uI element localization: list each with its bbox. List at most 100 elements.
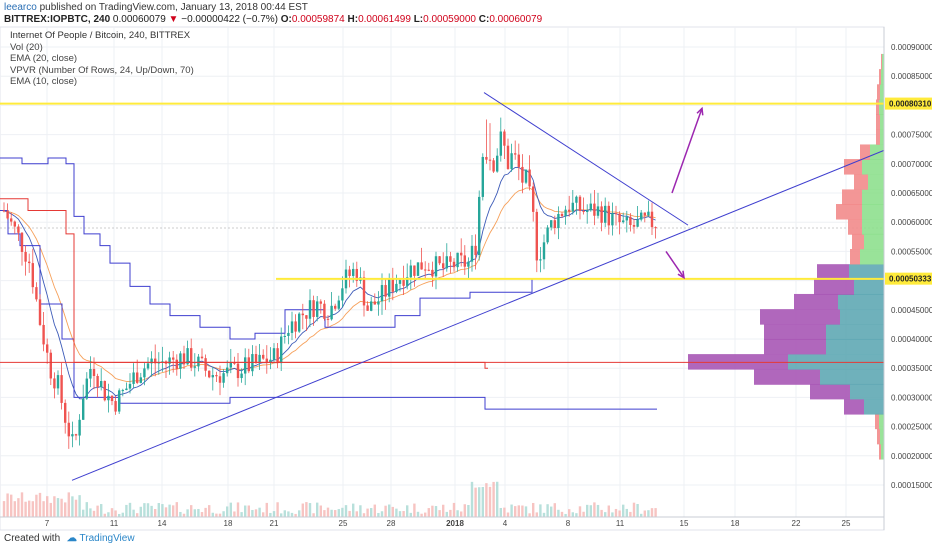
candle-body [71, 434, 74, 437]
candle-body [13, 221, 16, 227]
volume-bar [586, 504, 589, 517]
x-tick-label: 15 [680, 519, 689, 528]
volume-bar [589, 505, 592, 517]
candle-body [312, 300, 315, 317]
candle-body [528, 169, 531, 187]
volume-bar [175, 502, 178, 517]
candle-body [467, 261, 470, 267]
y-tick-label: 0.00065000 [891, 189, 932, 198]
volume-bar [341, 507, 344, 517]
vpvr-up-bar [868, 174, 884, 190]
volume-bar [244, 505, 247, 517]
candle-body [391, 279, 394, 292]
volume-bar [92, 510, 96, 517]
candle-body [35, 287, 38, 300]
candle-body [20, 232, 24, 252]
legend-item-ema10[interactable]: EMA (10, close) [10, 76, 78, 87]
candle-body [478, 196, 481, 256]
legend-item-vol[interactable]: Vol (20) [10, 41, 43, 53]
volume-bar [503, 507, 506, 517]
candle-body [535, 211, 538, 261]
candle-body [582, 210, 585, 213]
volume-bar [496, 481, 499, 517]
candle-body [197, 356, 200, 367]
volume-bar [272, 511, 276, 517]
volume-bar [460, 511, 463, 517]
volume-bar [269, 512, 272, 517]
x-axis[interactable]: 7 11 14 18 21 25 28 2018 4 8 11 15 18 22 25 [0, 516, 884, 528]
candle-body [290, 321, 294, 333]
candle-body [510, 153, 513, 169]
candle-body [550, 220, 553, 228]
volume-bar [388, 504, 391, 517]
candle-body [190, 348, 193, 368]
volume-bar [564, 513, 567, 517]
volume-bar [161, 504, 164, 517]
volume-bar [413, 503, 416, 517]
volume-bar [420, 513, 423, 517]
volume-bar [618, 510, 621, 517]
candle-body [485, 156, 488, 160]
vpvr-up-bar [862, 159, 884, 175]
candle-body [377, 301, 380, 305]
volume-bar [103, 513, 106, 517]
volume-bar [74, 499, 78, 517]
volume-bar [125, 504, 128, 517]
volume-bar [280, 513, 283, 517]
candle-body [481, 156, 484, 197]
legend-item-vpvr[interactable]: VPVR (Number Of Rows, 24, Up/Down, 70) [10, 64, 194, 76]
volume-bar [182, 513, 186, 517]
vpvr-up-bar [820, 369, 884, 385]
candle-body [168, 357, 171, 364]
volume-bar [323, 510, 326, 517]
author-link[interactable]: leearco [4, 2, 37, 13]
candle-body [600, 206, 603, 223]
legend-item-ema20[interactable]: EMA (20, close) [10, 53, 78, 64]
candle-body [607, 205, 610, 226]
candle-body [445, 256, 448, 269]
candle-body [179, 353, 182, 369]
candle-body [125, 388, 128, 391]
candle-body [316, 301, 319, 317]
candle-body [330, 305, 333, 320]
candle-body [604, 205, 607, 223]
candle-body [362, 277, 366, 306]
candle-body [132, 372, 135, 384]
candle-body [503, 131, 506, 146]
volume-bar [240, 512, 243, 517]
volume-bar [488, 486, 492, 517]
volume-bar [452, 502, 456, 517]
volume-bar [254, 509, 258, 517]
volume-bar [150, 505, 153, 517]
volume-bar [283, 510, 286, 517]
volume-bar [506, 512, 510, 517]
volume-bar [294, 513, 297, 517]
tradingview-logo-icon[interactable]: ☁ [66, 533, 77, 544]
candle-body [298, 313, 301, 332]
volume-bar [391, 506, 394, 517]
volume-bar [510, 504, 513, 517]
y-tick-label: 0.00035000 [891, 364, 932, 373]
volume-bar [290, 512, 294, 517]
vpvr-profile [688, 53, 884, 460]
volume-bar [229, 502, 232, 517]
open-label: O: [280, 14, 292, 25]
candle-body [492, 160, 495, 172]
volume-bar [298, 510, 301, 517]
x-tick-label: 11 [616, 519, 625, 528]
candle-body [31, 263, 34, 288]
y-axis[interactable]: 0.00015000 0.00020000 0.00025000 0.00030000… [883, 27, 932, 530]
candle-body [352, 268, 355, 276]
tradingview-brand[interactable]: TradingView [79, 533, 135, 544]
drawings [0, 92, 885, 481]
candle-body [28, 261, 31, 264]
volume-bar [172, 505, 175, 517]
volume-bar [640, 513, 643, 517]
candle-body [121, 390, 124, 392]
volume-bar [528, 513, 531, 517]
vpvr-up-bar [826, 338, 884, 355]
volume-bar [82, 509, 85, 517]
candle-body [226, 367, 229, 374]
vpvr-up-bar [862, 219, 884, 235]
